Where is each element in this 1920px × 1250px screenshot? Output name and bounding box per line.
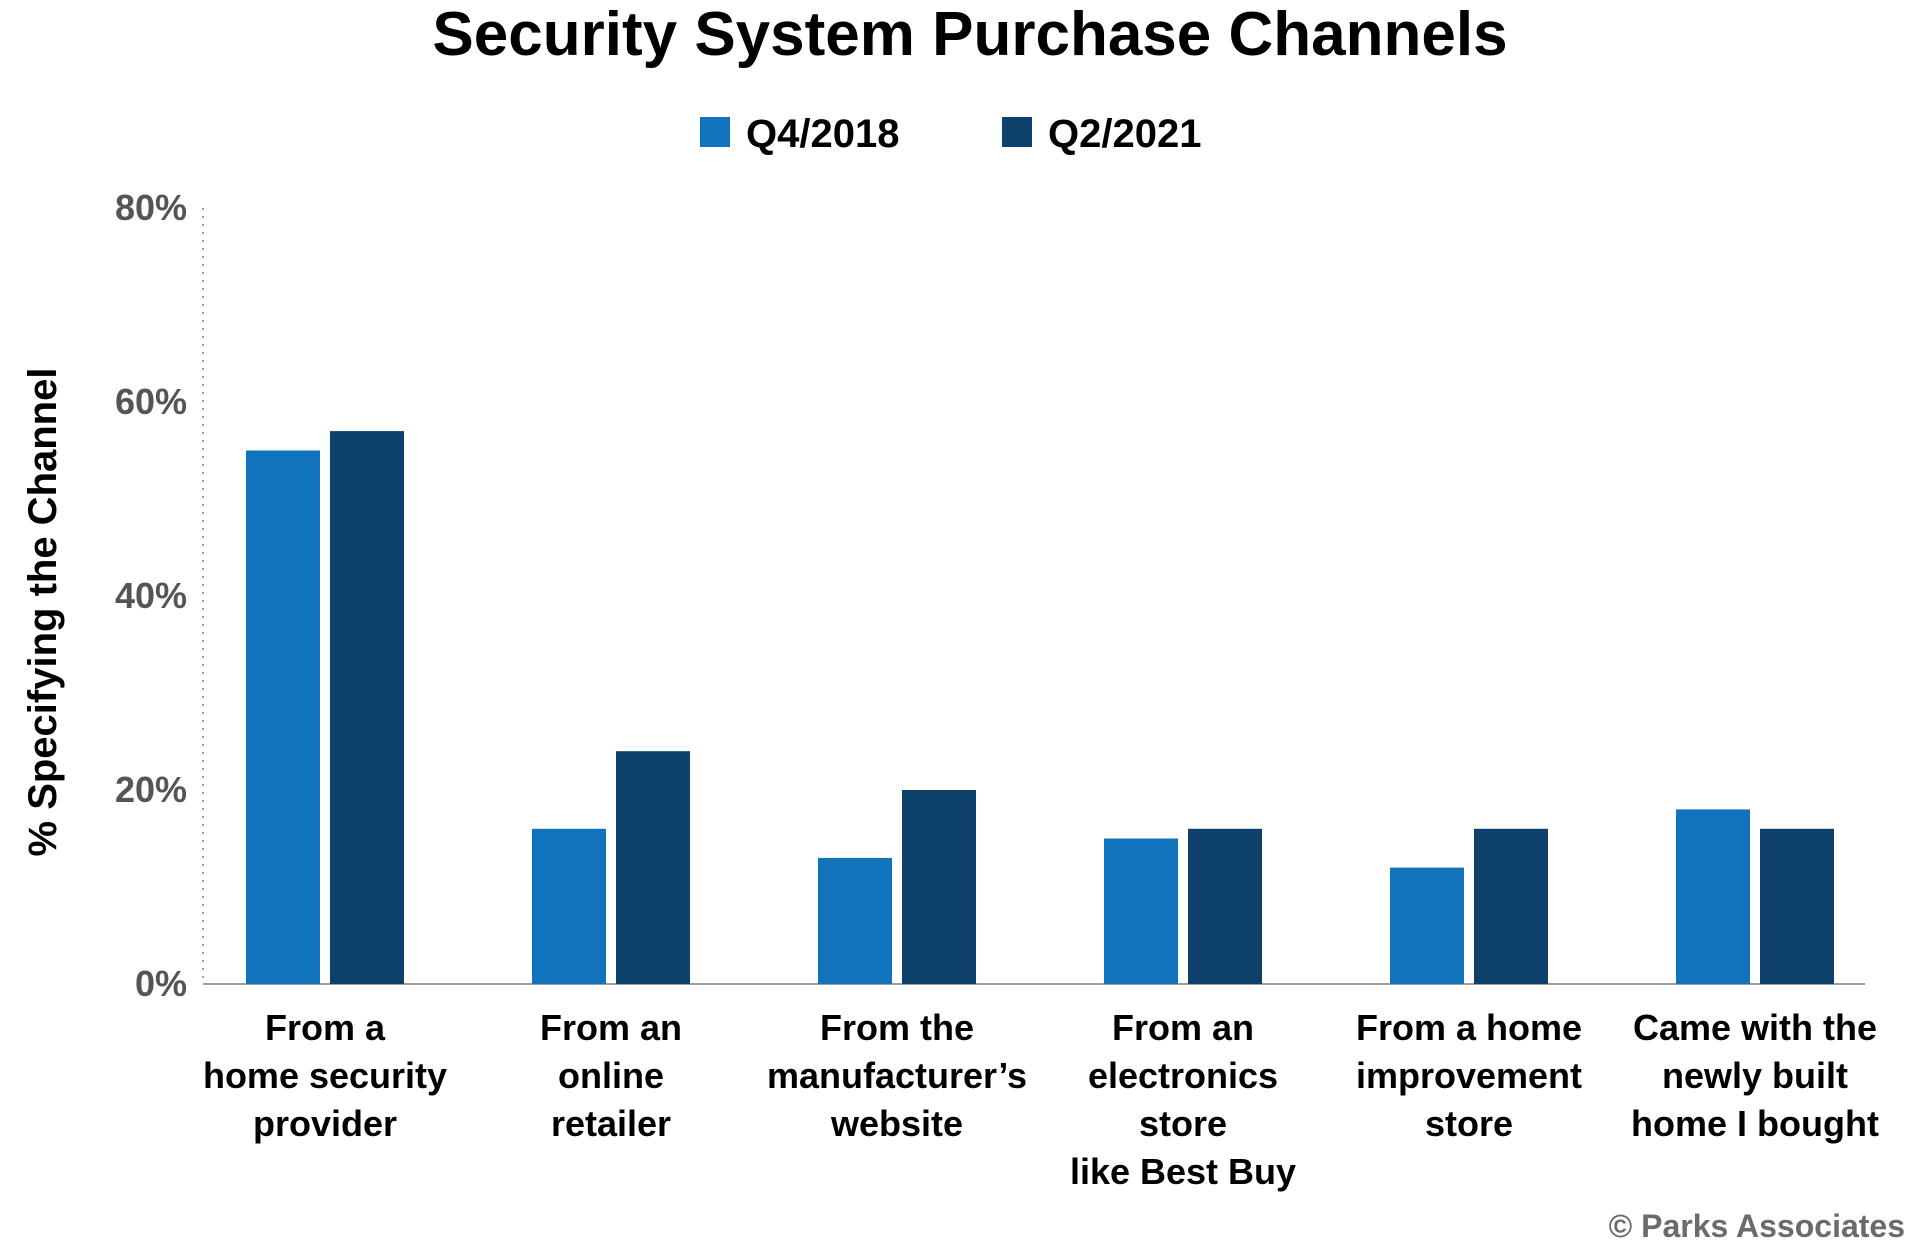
legend-swatch-q2-2021 xyxy=(1002,117,1032,147)
category-label: From a home improvement store xyxy=(1356,1007,1582,1144)
bar-q2-2021-0 xyxy=(330,431,404,985)
y-tick-label: 40% xyxy=(115,575,187,616)
bar-q2-2021-4 xyxy=(1474,828,1548,984)
y-tick-label: 20% xyxy=(115,769,187,810)
legend-label-q4-2018: Q4/2018 xyxy=(746,112,899,156)
category-label: From an online retailer xyxy=(540,1007,682,1144)
category-label: From an electronics store like Best Buy xyxy=(1070,1007,1296,1192)
legend-label-q2-2021: Q2/2021 xyxy=(1048,112,1201,156)
category-label: From a home security provider xyxy=(203,1007,447,1144)
bar-q4-2018-0 xyxy=(246,450,320,984)
bar-q4-2018-4 xyxy=(1390,867,1464,984)
y-tick-label: 80% xyxy=(115,187,187,228)
y-tick-label: 60% xyxy=(115,381,187,422)
bar-q4-2018-5 xyxy=(1676,809,1750,984)
category-label: From the manufacturer’s website xyxy=(767,1007,1027,1144)
bar-q2-2021-5 xyxy=(1760,828,1834,984)
y-axis-label: % Specifying the Channel xyxy=(21,368,65,857)
bar-q2-2021-3 xyxy=(1188,828,1262,984)
bar-q2-2021-2 xyxy=(902,790,976,984)
y-tick-label: 0% xyxy=(135,963,187,1004)
chart-title: Security System Purchase Channels xyxy=(432,0,1507,69)
bar-q4-2018-1 xyxy=(532,828,606,984)
bars xyxy=(246,431,1834,985)
y-tick-labels: 0% 20% 40% 60% 80% xyxy=(115,187,187,1004)
category-label: Came with the newly built home I bought xyxy=(1631,1007,1879,1144)
legend-swatch-q4-2018 xyxy=(700,117,730,147)
bar-q4-2018-3 xyxy=(1104,838,1178,984)
credit: © Parks Associates xyxy=(1609,1208,1905,1244)
bar-q2-2021-1 xyxy=(616,751,690,984)
legend: Q4/2018 Q2/2021 xyxy=(700,112,1201,156)
bar-q4-2018-2 xyxy=(818,857,892,984)
category-labels: From a home security provider From an online… xyxy=(203,1007,1879,1192)
